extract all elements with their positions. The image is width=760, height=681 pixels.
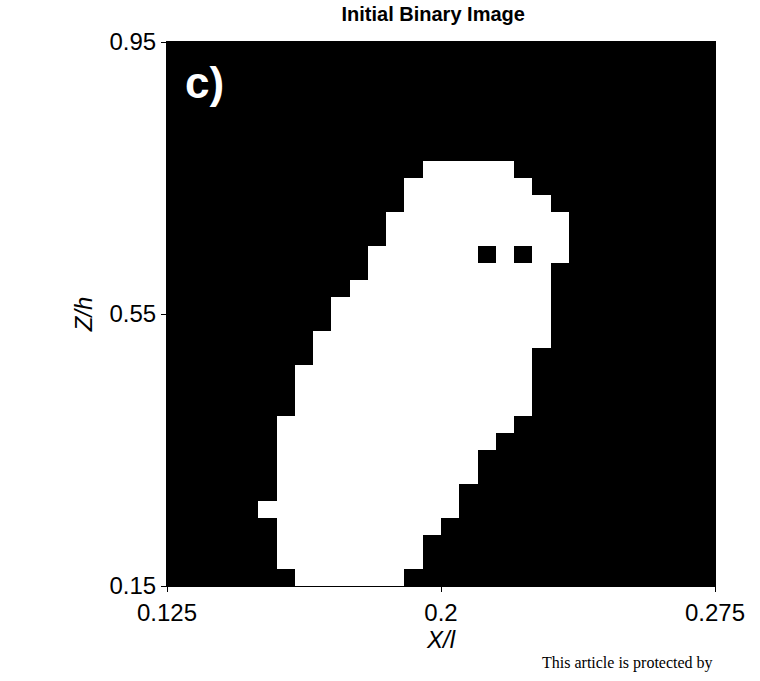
svg-text:Z/h: Z/h <box>70 297 97 333</box>
svg-text:0.275: 0.275 <box>685 599 745 626</box>
svg-text:c): c) <box>185 58 224 107</box>
svg-text:0.55: 0.55 <box>109 300 156 327</box>
svg-text:Initial Binary Image: Initial Binary Image <box>342 3 525 25</box>
svg-text:X/l: X/l <box>426 626 456 653</box>
svg-text:0.2: 0.2 <box>424 599 457 626</box>
svg-text:0.125: 0.125 <box>137 599 197 626</box>
svg-text:0.15: 0.15 <box>109 572 156 599</box>
svg-text:This article is protected by: This article is protected by <box>542 654 713 672</box>
svg-text:0.95: 0.95 <box>109 28 156 55</box>
